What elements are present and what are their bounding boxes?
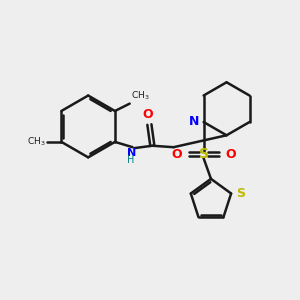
Text: S: S [199, 147, 208, 161]
Text: N: N [127, 148, 136, 158]
Text: O: O [142, 108, 153, 121]
Text: CH$_3$: CH$_3$ [27, 136, 45, 148]
Text: S: S [236, 187, 245, 200]
Text: N: N [188, 115, 199, 128]
Text: CH$_3$: CH$_3$ [131, 89, 150, 102]
Text: O: O [171, 148, 181, 161]
Text: H: H [128, 155, 135, 165]
Text: O: O [226, 148, 236, 161]
